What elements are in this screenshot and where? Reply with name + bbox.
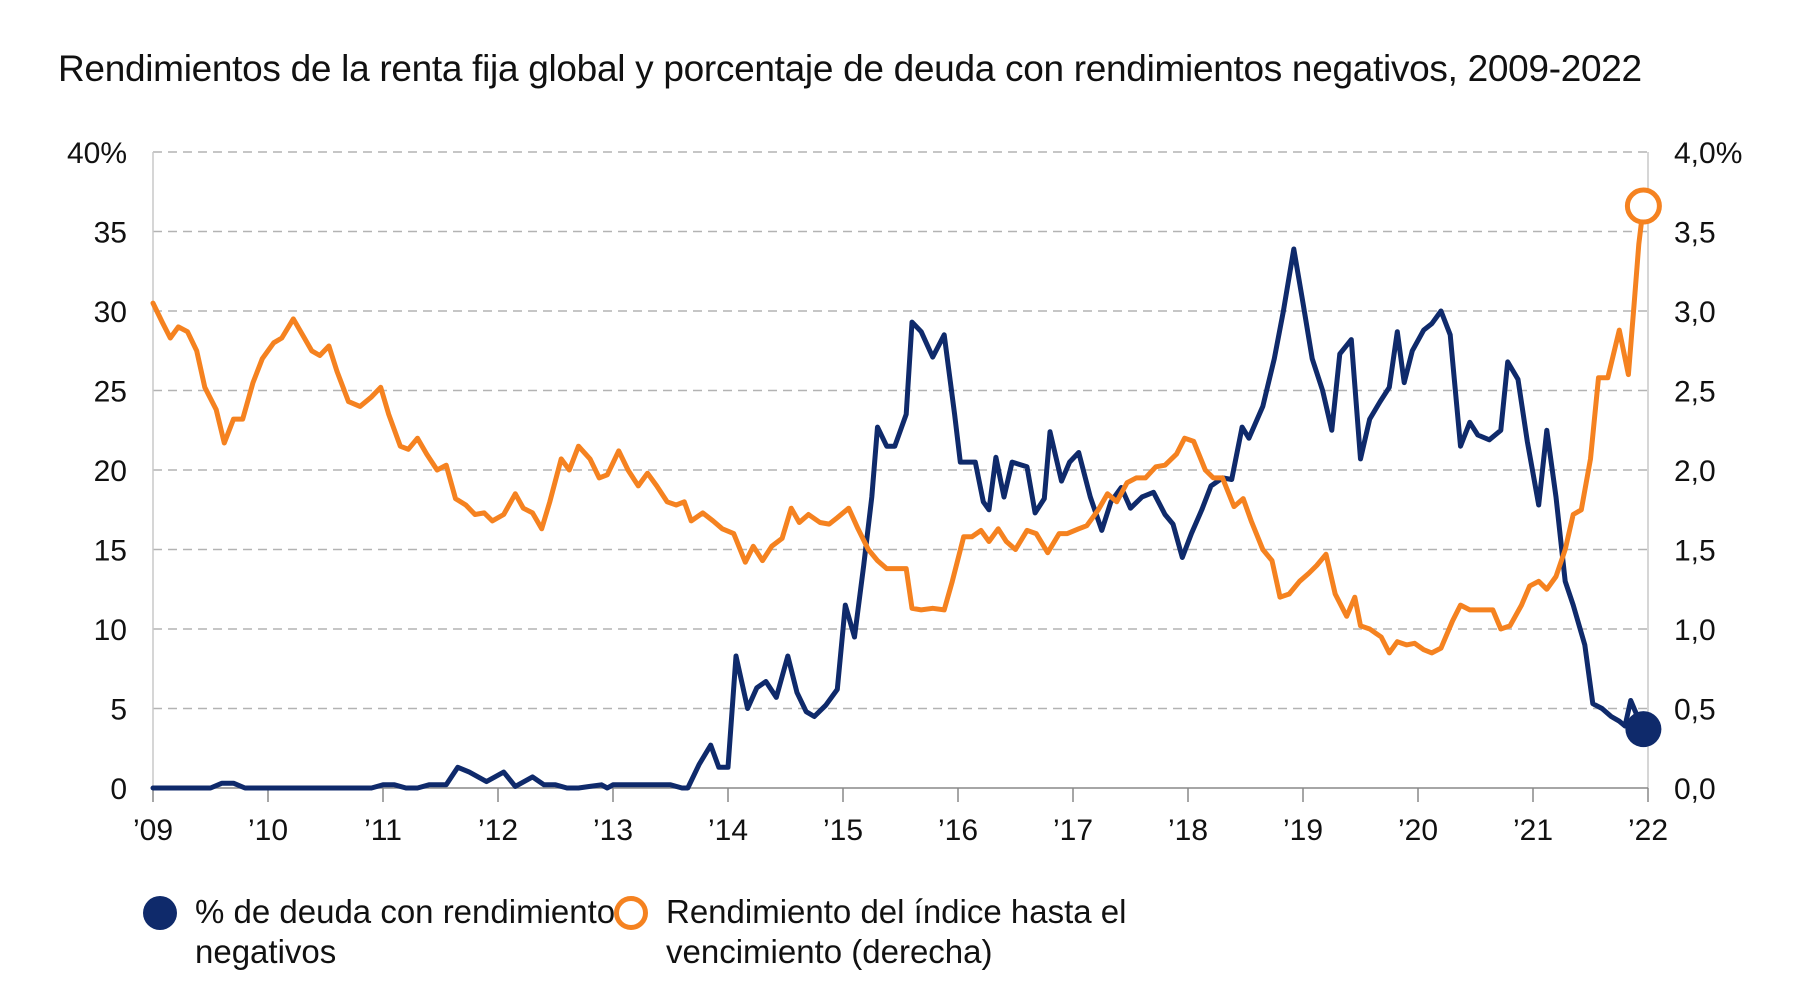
legend-label-index-yield: Rendimiento del índice hasta el vencimie… (666, 893, 1127, 970)
x-tick-label: ’21 (1513, 814, 1553, 847)
x-tick-label: ’09 (133, 814, 173, 847)
x-tick-label: ’17 (1053, 814, 1093, 847)
end-marker-index-yield (1624, 187, 1662, 225)
right-tick-label: 2,5 (1674, 376, 1716, 409)
right-tick-label: 4,0% (1674, 137, 1742, 170)
right-tick-label: 3,0 (1674, 296, 1716, 329)
x-axis: ’09 ’10 ’11 ’12 ’13 ’14 ’15 ’16 ’17 ’18 ’19 ’20 ’21 ’… (133, 787, 1668, 847)
x-tick-label: ’18 (1168, 814, 1208, 847)
legend-marker-filled-circle (143, 896, 177, 930)
right-tick-label: 0,0 (1674, 773, 1716, 806)
left-tick-label: 30 (94, 296, 127, 329)
left-tick-label: 40% (67, 137, 127, 170)
x-tick-label: ’12 (478, 814, 518, 847)
left-tick-label: 20 (94, 455, 127, 488)
left-tick-label: 35 (94, 217, 127, 250)
series-lines (150, 203, 1646, 791)
right-tick-label: 0,5 (1674, 694, 1716, 727)
x-tick-label: ’20 (1398, 814, 1438, 847)
end-markers (1624, 187, 1662, 748)
right-axis-ticks: 0,0 0,5 1,0 1,5 2,0 2,5 3,0 3,5 4,0% (1674, 137, 1742, 806)
series-line-index-yield (150, 203, 1646, 656)
x-tick-label: ’11 (364, 814, 402, 847)
x-tick-label: ’15 (823, 814, 863, 847)
left-tick-label: 0 (110, 773, 127, 806)
x-tick-label: ’14 (708, 814, 748, 847)
left-tick-label: 25 (94, 376, 127, 409)
x-tick-label: ’10 (248, 814, 288, 847)
left-tick-label: 15 (94, 535, 127, 568)
right-tick-label: 1,5 (1674, 535, 1716, 568)
gridlines (152, 151, 1649, 788)
x-tick-label: ’22 (1628, 814, 1668, 847)
x-tick-label: ’13 (593, 814, 633, 847)
legend-item-index-yield: Rendimiento del índice hasta el vencimie… (614, 892, 1136, 972)
x-tick-label: ’16 (938, 814, 978, 847)
right-tick-label: 1,0 (1674, 614, 1716, 647)
chart-title: Rendimientos de la renta fija global y p… (58, 48, 1642, 89)
left-tick-label: 5 (110, 694, 127, 727)
left-tick-label: 10 (94, 614, 127, 647)
end-marker-negative-debt (1625, 711, 1662, 748)
legend-marker-hollow-circle (614, 896, 648, 930)
series-line-negative-debt (150, 246, 1646, 791)
legend-label-negative-debt: % de deuda con rendimientos negativos (195, 893, 632, 970)
x-tick-label: ’19 (1283, 814, 1323, 847)
right-tick-label: 3,5 (1674, 217, 1716, 250)
legend-item-negative-debt: % de deuda con rendimientos negativos (143, 892, 665, 972)
left-axis-ticks: 0 5 10 15 20 25 30 35 40% (67, 137, 127, 806)
right-tick-label: 2,0 (1674, 455, 1716, 488)
